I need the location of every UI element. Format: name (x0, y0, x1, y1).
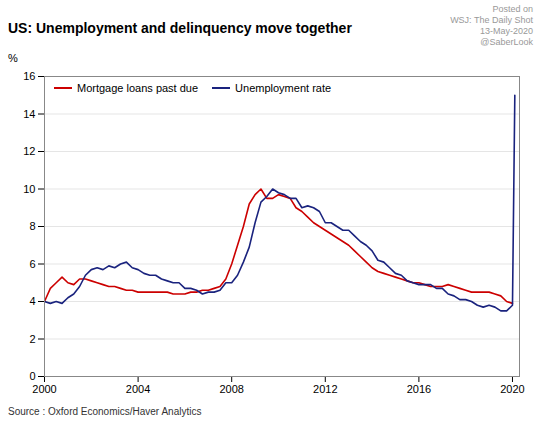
svg-text:2016: 2016 (407, 383, 431, 395)
svg-text:10: 10 (23, 183, 35, 195)
svg-text:4: 4 (29, 295, 35, 307)
svg-text:6: 6 (29, 258, 35, 270)
html-text:Mortgage loans past due: Mortgage loans past due (77, 82, 199, 94)
svg-text:16: 16 (23, 70, 35, 82)
html-text:Posted on: Posted on (492, 4, 533, 14)
html-text:@SaberLook: @SaberLook (480, 37, 533, 47)
html-text:US: Unemployment and delinquen: US: Unemployment and delinquency move to… (8, 20, 352, 36)
html-text:Source : Oxford Economics/Have: Source : Oxford Economics/Haver Analytic… (8, 406, 202, 417)
svg-text:12: 12 (23, 145, 35, 157)
html-text:WSJ: The Daily Shot: WSJ: The Daily Shot (450, 15, 533, 25)
svg-text:2: 2 (29, 333, 35, 345)
svg-text:8: 8 (29, 220, 35, 232)
svg-text:14: 14 (23, 108, 35, 120)
svg-text:2012: 2012 (313, 383, 337, 395)
html-text:13-May-2020: 13-May-2020 (480, 26, 533, 36)
svg-text:2000: 2000 (32, 383, 56, 395)
svg-text:2008: 2008 (219, 383, 243, 395)
svg-text:2020: 2020 (500, 383, 524, 395)
html-text:Unemployment rate: Unemployment rate (235, 82, 332, 94)
svg-text:2004: 2004 (126, 383, 150, 395)
svg-text:0: 0 (29, 370, 35, 382)
